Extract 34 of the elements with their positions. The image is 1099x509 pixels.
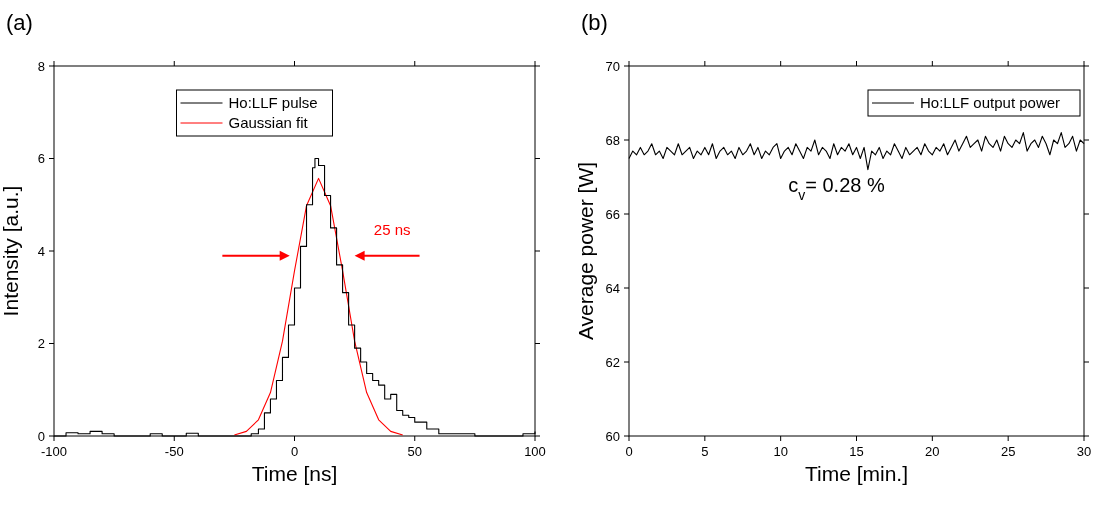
y-tick-label: 64 <box>605 280 620 296</box>
chart-title: (b) <box>581 10 608 35</box>
x-tick-label: 5 <box>701 444 709 459</box>
y-axis-title: Intensity [a.u.] <box>0 185 22 317</box>
x-tick-label: 15 <box>849 444 864 459</box>
y-tick-label: 2 <box>37 336 45 351</box>
y-tick-label: 66 <box>605 206 620 222</box>
annotation: c$_{v}$= 0.28 % <box>788 173 885 203</box>
y-tick-label: 4 <box>37 243 45 259</box>
x-tick-label: -100 <box>40 444 68 459</box>
y-axis-title: Average power [W] <box>574 161 597 341</box>
annotation: 25 ns <box>373 220 411 238</box>
y-tick-label: 8 <box>37 58 45 74</box>
x-tick-label: 0 <box>290 444 299 459</box>
y-tick-label: 62 <box>605 354 620 370</box>
x-axis-title: Time [min.] <box>804 462 909 485</box>
x-tick-label: 0 <box>625 444 633 459</box>
legend-label: Ho:LLF pulse <box>228 94 318 111</box>
y-tick-label: 68 <box>605 132 620 148</box>
legend-label: Gaussian fit <box>228 114 309 131</box>
y-tick-label: 0 <box>37 428 45 444</box>
x-tick-label: 25 <box>1000 444 1016 459</box>
x-tick-label: 30 <box>1076 444 1092 459</box>
x-tick-label: 100 <box>524 444 546 459</box>
chart-title: (a) <box>6 10 33 35</box>
x-tick-label: 50 <box>407 444 422 459</box>
legend-label: Ho:LLF output power <box>920 94 1061 111</box>
y-tick-label: 70 <box>605 58 620 74</box>
x-tick-label: 20 <box>925 444 940 459</box>
x-axis-title: Time [ns] <box>251 462 338 485</box>
x-tick-label: -50 <box>164 444 184 459</box>
x-tick-label: 10 <box>773 444 788 459</box>
y-tick-label: 60 <box>605 428 620 444</box>
y-tick-label: 6 <box>37 151 45 166</box>
